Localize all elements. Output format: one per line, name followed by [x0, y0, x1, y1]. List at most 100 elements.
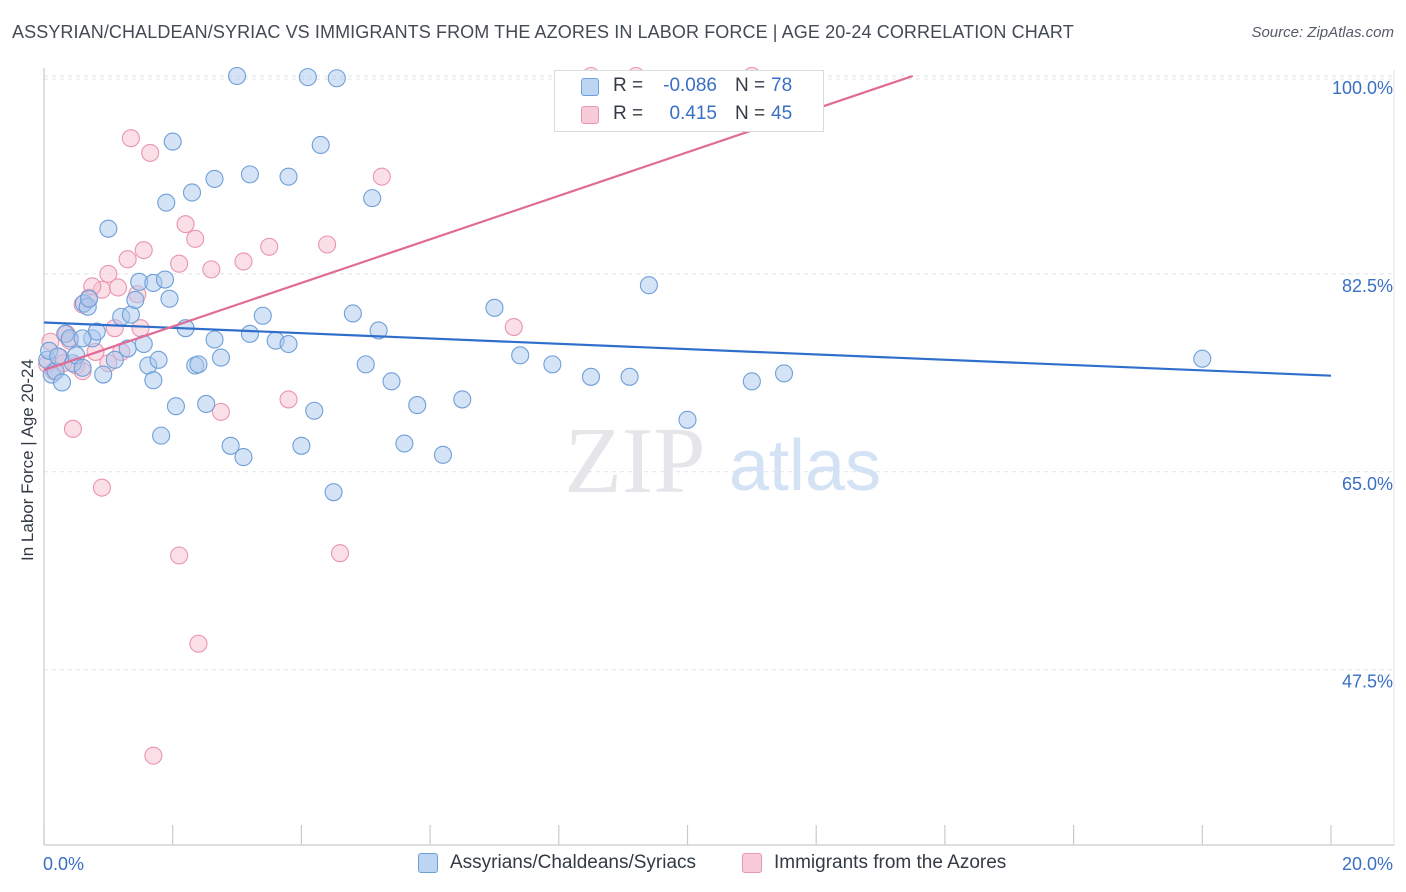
scatter-point-blue [189, 355, 208, 374]
scatter-point-blue [149, 350, 168, 369]
scatter-point-blue [182, 183, 202, 202]
legend-label-assyrians: Assyrians/Chaldeans/Syriacs [450, 852, 697, 873]
scatter-point-pink [260, 237, 279, 256]
n-value: 78 [771, 75, 793, 96]
legend-item-azores[interactable]: Immigrants from the Azores [742, 852, 1006, 874]
scatter-point-blue [197, 394, 216, 414]
scatter-point-blue [279, 167, 298, 186]
scatter-point-blue [678, 410, 697, 429]
scatter-point-blue [543, 355, 562, 374]
scatter-point-blue [240, 324, 259, 343]
scatter-point-blue [228, 66, 247, 86]
scatter-point-blue [279, 334, 298, 354]
stats-row-blue: R = -0.086 N = 78 [555, 73, 823, 101]
scatter-point-pink [234, 252, 253, 271]
scatter-point-blue [79, 289, 99, 308]
scatter-point-blue [73, 358, 92, 377]
scatter-point-pink [92, 478, 111, 497]
scatter-point-blue [408, 396, 427, 415]
y-axis-label: In Labor Force | Age 20-24 [18, 359, 37, 561]
scatter-point-blue [234, 448, 253, 467]
scatter-point-blue [211, 348, 231, 367]
scatter-point-blue [126, 290, 145, 309]
scatter-point-pink [99, 264, 118, 283]
scatter-point-pink [372, 167, 391, 186]
scatter-point-blue [221, 436, 240, 455]
scatter-point-blue [453, 390, 472, 409]
scatter-point-pink [108, 278, 128, 297]
scatter-point-pink [330, 544, 350, 563]
scatter-point-pink [211, 402, 231, 421]
scatter-point-pink [186, 229, 205, 248]
scatter-point-blue [205, 330, 224, 349]
bottom-legend: Assyrians/Chaldeans/Syriacs Immigrants f… [0, 852, 1406, 878]
blue-swatch-icon [581, 78, 599, 96]
legend-item-assyrians[interactable]: Assyrians/Chaldeans/Syriacs [418, 852, 696, 874]
scatter-point-blue [163, 132, 182, 151]
legend-label-azores: Immigrants from the Azores [774, 852, 1007, 873]
scatter-point-pink [170, 546, 189, 565]
pink-swatch-icon [742, 853, 762, 873]
scatter-point-blue [160, 289, 179, 308]
x-tick-label: 20.0% [1342, 854, 1393, 874]
scatter-point-blue [305, 401, 324, 420]
scatter-point-blue [382, 372, 401, 391]
y-tick-label: 100.0% [1332, 78, 1393, 98]
scatter-point-blue [155, 270, 175, 289]
y-tick-label: 65.0% [1342, 474, 1393, 494]
x-tick-label: 0.0% [43, 854, 84, 874]
scatter-point-blue [639, 276, 658, 295]
scatter-point-pink [134, 241, 153, 260]
scatter-point-blue [369, 321, 388, 340]
r-label: R = [613, 103, 644, 124]
scatter-point-blue [99, 219, 118, 238]
scatter-point-blue [52, 373, 72, 392]
scatter-point-blue [144, 371, 163, 390]
data-points [38, 66, 1212, 765]
scatter-point-blue [327, 69, 346, 88]
scatter-point-pink [141, 143, 160, 162]
chart-title: ASSYRIAN/CHALDEAN/SYRIAC VS IMMIGRANTS F… [12, 22, 1074, 42]
r-label: R = [613, 75, 644, 96]
scatter-point-blue [94, 365, 113, 384]
scatter-point-pink [121, 129, 140, 148]
axes [43, 68, 1394, 846]
scatter-point-blue [105, 350, 124, 369]
y-tick-label: 47.5% [1342, 672, 1393, 692]
scatter-point-pink [279, 390, 298, 409]
tick-labels: 100.0% 82.5% 65.0% 47.5% 0.0% 20.0% [43, 78, 1393, 874]
scatter-point-pink [144, 746, 163, 765]
stats-row-pink: R = 0.415 N = 45 [555, 101, 823, 129]
scatter-point-blue [485, 298, 504, 317]
scatter-point-blue [205, 169, 224, 188]
r-value: -0.086 [663, 75, 717, 96]
y-tick-label: 82.5% [1342, 276, 1393, 296]
scatter-point-blue [253, 306, 272, 325]
n-label: N = [735, 103, 766, 124]
scatter-point-pink [63, 419, 83, 438]
scatter-point-blue [742, 372, 761, 391]
scatter-point-blue [240, 165, 259, 184]
scatter-point-blue [774, 364, 794, 383]
scatter-point-blue [620, 367, 639, 386]
scatter-point-pink [202, 260, 221, 279]
scatter-point-blue [363, 189, 382, 208]
scatter-point-blue [581, 367, 601, 386]
scatter-point-blue [356, 355, 375, 374]
scatter-point-pink [318, 235, 337, 254]
n-value: 45 [771, 103, 793, 124]
n-label: N = [735, 75, 766, 96]
pink-swatch-icon [581, 106, 599, 124]
scatter-point-pink [176, 215, 195, 234]
r-value: 0.415 [669, 103, 717, 124]
scatter-point-blue [73, 329, 92, 348]
trend-line-blue [43, 321, 1332, 377]
scatter-point-blue [1193, 349, 1212, 368]
scatter-point-pink [118, 250, 137, 269]
scatter-point-blue [324, 483, 343, 502]
scatter-point-blue [343, 304, 362, 323]
watermark: ZIP atlas [565, 409, 882, 513]
scatter-point-blue [152, 426, 171, 445]
source-attribution: Source: ZipAtlas.com [1251, 24, 1394, 41]
